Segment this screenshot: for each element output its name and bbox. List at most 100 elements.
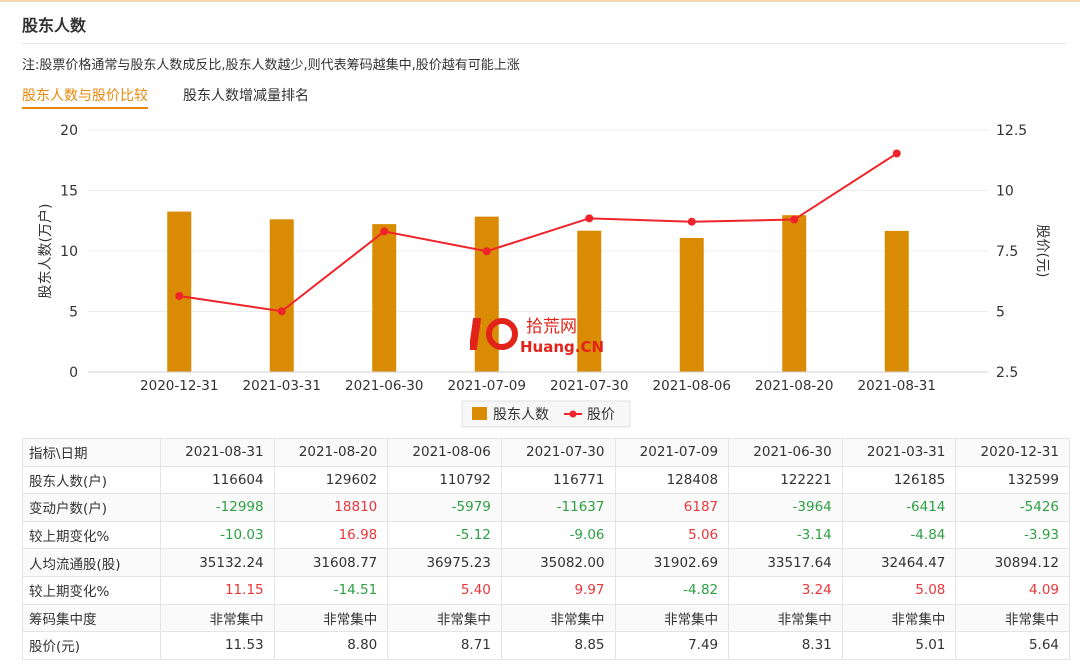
- table-cell: 非常集中: [160, 603, 275, 633]
- table-cell: -9.06: [500, 520, 616, 550]
- table-header-label: 指标\日期: [22, 438, 161, 467]
- table-cell: -4.84: [841, 520, 957, 550]
- right-tick-label: 12.5: [996, 123, 1027, 139]
- table-row-label: 人均流通股(股): [22, 548, 161, 577]
- table-cell: 8.85: [500, 631, 616, 660]
- table-row-label: 较上期变化%: [22, 575, 161, 605]
- table-cell: 4.09: [955, 575, 1070, 605]
- table-date-header: 2021-08-31: [160, 438, 275, 467]
- table-cell: 7.49: [614, 631, 730, 660]
- holder-data-table: 指标\日期 2021-08-31 2021-08-20 2021-08-06 2021-…: [22, 438, 1070, 660]
- table-cell: 31608.77: [273, 548, 389, 577]
- table-row: 人均流通股(股) 35132.24 31608.77 36975.23 35082.00…: [22, 548, 1070, 577]
- table-cell: 非常集中: [614, 603, 730, 633]
- x-tick-label: 2021-03-31: [243, 378, 321, 394]
- tab-holder-change-ranking[interactable]: 股东人数增减量排名: [183, 88, 309, 104]
- holder-count-bar: [269, 219, 294, 372]
- table-row-label: 较上期变化%: [22, 520, 161, 550]
- watermark-line1: 拾荒网: [526, 317, 577, 337]
- table-row-label: 股价(元): [22, 631, 161, 660]
- y-axis-right-title: 股价(元): [1034, 225, 1050, 278]
- legend-line-label: 股价: [587, 407, 615, 423]
- table-date-header: 2021-07-30: [500, 438, 616, 467]
- table-cell: 33517.64: [728, 548, 843, 577]
- right-tick-label: 2.5: [996, 365, 1018, 381]
- holder-count-bar: [679, 237, 704, 372]
- holder-price-chart: 0 5 10 15 20 2.5 5 7.5 10 12.5 股东人数(万户) 股价(元) 2020-1…: [37, 123, 1050, 428]
- table-cell: 5.08: [841, 575, 957, 605]
- right-tick-label: 7.5: [996, 244, 1018, 260]
- watermark-logo: 拾荒网 Huang.CN: [470, 317, 604, 356]
- x-tick-label: 2021-07-30: [550, 378, 628, 394]
- table-cell: 116604: [160, 465, 275, 495]
- table-cell: 36975.23: [387, 548, 502, 577]
- price-point: [175, 292, 184, 301]
- table-cell: 129602: [273, 465, 389, 495]
- table-cell: 非常集中: [273, 603, 389, 633]
- holder-count-bar: [782, 215, 807, 372]
- table-cell: 5.40: [387, 575, 502, 605]
- price-point: [277, 307, 286, 316]
- table-cell: 128408: [614, 465, 730, 495]
- table-cell: 5.06: [614, 520, 730, 550]
- table-cell: 9.97: [500, 575, 616, 605]
- table-cell: 非常集中: [955, 603, 1070, 633]
- price-point: [687, 217, 696, 226]
- table-cell: 5.01: [841, 631, 957, 660]
- price-point: [790, 215, 799, 224]
- table-cell: -5979: [387, 493, 502, 522]
- table-cell: -3.14: [728, 520, 843, 550]
- tab-holder-vs-price[interactable]: 股东人数与股价比较: [22, 87, 148, 109]
- left-tick-label: 0: [69, 365, 78, 381]
- x-tick-label: 2021-08-20: [755, 378, 833, 394]
- table-cell: 8.31: [728, 631, 843, 660]
- table-cell: -14.51: [273, 575, 389, 605]
- holder-count-bar: [577, 230, 602, 372]
- table-date-header: 2021-03-31: [841, 438, 957, 467]
- y-axis-title: 股东人数(万户): [37, 204, 54, 299]
- table-cell: -4.82: [614, 575, 730, 605]
- watermark-gear-icon: [486, 318, 518, 350]
- table-row-label: 股东人数(户): [22, 465, 161, 495]
- price-point: [482, 247, 491, 256]
- table-date-header: 2021-08-20: [273, 438, 389, 467]
- table-cell: -6414: [841, 493, 957, 522]
- table-cell: 35082.00: [500, 548, 616, 577]
- holder-count-bar: [884, 230, 909, 372]
- table-cell: 非常集中: [387, 603, 502, 633]
- header-divider: [22, 43, 1066, 44]
- table-row: 较上期变化% -10.03 16.98 -5.12 -9.06 5.06 -3.14 -4.8…: [22, 520, 1070, 550]
- left-tick-label: 15: [60, 184, 78, 200]
- left-tick-label: 20: [60, 123, 78, 139]
- table-cell: 122221: [728, 465, 843, 495]
- x-tick-label: 2021-08-31: [858, 378, 936, 394]
- price-point: [585, 214, 594, 223]
- x-tick-label: 2021-07-09: [448, 378, 526, 394]
- table-cell: -11637: [500, 493, 616, 522]
- right-tick-label: 10: [996, 184, 1014, 200]
- right-tick-label: 5: [996, 305, 1005, 321]
- left-tick-label: 10: [60, 244, 78, 260]
- table-cell: -3964: [728, 493, 843, 522]
- table-cell: 18810: [273, 493, 389, 522]
- table-row: 股东人数(户) 116604 129602 110792 116771 128408 122…: [22, 465, 1070, 495]
- table-row-label: 筹码集中度: [22, 603, 161, 633]
- table-cell: 6187: [614, 493, 730, 522]
- table-cell: 5.64: [955, 631, 1070, 660]
- table-cell: 8.71: [387, 631, 502, 660]
- table-cell: 116771: [500, 465, 616, 495]
- x-tick-label: 2021-08-06: [653, 378, 731, 394]
- left-tick-label: 5: [69, 305, 78, 321]
- watermark-one-glyph: [470, 318, 482, 350]
- table-date-header: 2021-07-09: [614, 438, 730, 467]
- table-cell: 31902.69: [614, 548, 730, 577]
- section-title: 股东人数: [22, 16, 87, 35]
- table-cell: 8.80: [273, 631, 389, 660]
- table-cell: 16.98: [273, 520, 389, 550]
- table-date-header: 2021-06-30: [728, 438, 843, 467]
- holder-count-bar: [167, 211, 192, 372]
- table-row: 较上期变化% 11.15 -14.51 5.40 9.97 -4.82 3.24 5.08 4.…: [22, 575, 1070, 605]
- table-cell: 132599: [955, 465, 1070, 495]
- table-row-label: 变动户数(户): [22, 493, 161, 522]
- table-cell: 非常集中: [841, 603, 957, 633]
